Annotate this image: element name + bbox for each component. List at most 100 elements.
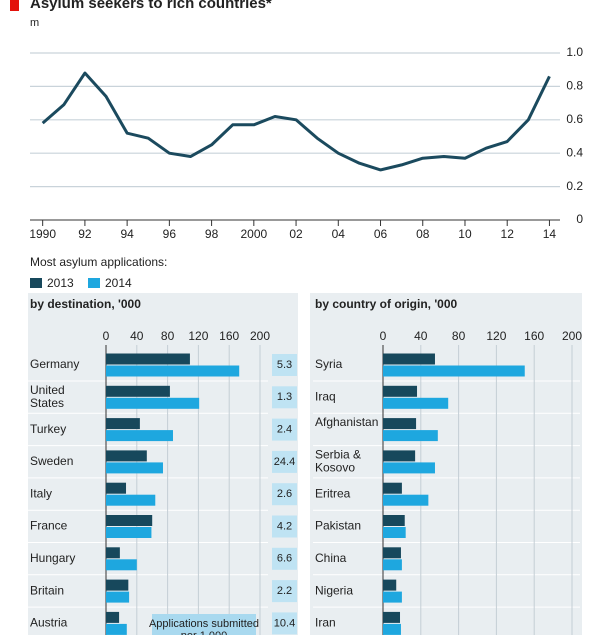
x-tick-label: 200 <box>562 329 582 343</box>
category-label: Austria <box>30 616 68 630</box>
x-tick-label: 120 <box>486 329 506 343</box>
side-value: 2.6 <box>277 488 292 500</box>
bar <box>383 482 402 494</box>
section-title: Most asylum applications: <box>30 255 167 269</box>
bar <box>106 547 120 559</box>
panel-title: by country of origin, '000 <box>315 297 458 311</box>
x-tick-label: 40 <box>414 329 428 343</box>
side-value: 10.4 <box>274 617 295 629</box>
x-tick-label: 02 <box>289 227 303 241</box>
bar <box>106 418 140 430</box>
x-tick-label: 92 <box>78 227 92 241</box>
x-tick-label: 160 <box>219 329 239 343</box>
bar <box>106 515 153 526</box>
side-label: Applications submittedper 1,000 <box>149 618 259 635</box>
bar <box>106 353 190 365</box>
legend-swatch <box>88 278 100 288</box>
category-label: Hungary <box>30 551 75 565</box>
y-tick-label: 0.6 <box>566 112 583 126</box>
bar <box>106 462 163 474</box>
category-label: Iraq <box>315 389 336 403</box>
panel <box>28 293 298 635</box>
side-box <box>272 483 297 506</box>
chart-title: Asylum seekers to rich countries* <box>30 0 272 12</box>
category-label: Nigeria <box>315 583 353 597</box>
side-value: 24.4 <box>274 456 295 468</box>
bar <box>383 527 406 538</box>
bar <box>383 611 401 623</box>
side-value: 2.4 <box>277 424 292 436</box>
bar <box>383 365 525 377</box>
category-label: China <box>315 551 347 565</box>
panel <box>310 293 582 635</box>
side-value: 5.3 <box>277 359 292 371</box>
bar <box>106 494 156 506</box>
bar <box>383 559 402 571</box>
y-tick-label: 1.0 <box>566 45 583 59</box>
bar <box>106 591 130 603</box>
bar <box>106 365 240 377</box>
data-line <box>41 71 551 172</box>
legend-label: 2014 <box>105 276 132 290</box>
bar <box>106 579 129 591</box>
category-label: Pakistan <box>315 519 361 533</box>
bar <box>106 611 120 623</box>
bar <box>383 547 401 559</box>
x-tick-label: 40 <box>130 329 144 343</box>
category-label: Eritrea <box>315 486 351 500</box>
bar <box>106 623 127 635</box>
legend-label: 2013 <box>47 276 74 290</box>
category-label: Sweden <box>30 454 73 468</box>
x-tick-label: 98 <box>205 227 219 241</box>
unit-label: m <box>30 17 39 29</box>
x-tick-label: 80 <box>452 329 466 343</box>
x-tick-label: 08 <box>416 227 430 241</box>
y-tick-label: 0.4 <box>566 145 583 159</box>
y-tick-label: 0.2 <box>566 179 583 193</box>
category-label: Britain <box>30 583 64 597</box>
bar <box>383 623 401 635</box>
x-tick-label: 14 <box>543 227 557 241</box>
category-label: Turkey <box>30 422 66 436</box>
side-box <box>272 612 297 635</box>
bar <box>383 430 438 442</box>
bar <box>383 462 435 474</box>
x-tick-label: 200 <box>250 329 270 343</box>
red-tag <box>10 0 19 11</box>
bar <box>383 353 435 365</box>
bar <box>383 450 416 462</box>
x-tick-label: 0 <box>103 329 110 343</box>
bar <box>383 418 417 430</box>
x-tick-label: 2000 <box>240 227 267 241</box>
side-box <box>272 547 297 570</box>
x-tick-label: 120 <box>188 329 208 343</box>
side-box <box>272 580 297 603</box>
side-value: 6.6 <box>277 553 292 565</box>
x-tick-label: 80 <box>161 329 175 343</box>
side-value: 4.2 <box>277 520 292 532</box>
category-label: Italy <box>30 486 52 500</box>
category-label: Germany <box>30 357 79 371</box>
bar <box>383 591 402 603</box>
bar <box>383 397 449 409</box>
side-box <box>272 418 297 441</box>
category-label: United States <box>30 383 65 410</box>
bar <box>383 579 397 591</box>
x-tick-label: 12 <box>501 227 515 241</box>
x-tick-label: 10 <box>458 227 472 241</box>
bar <box>383 494 429 506</box>
side-value: 1.3 <box>277 391 292 403</box>
panel-title: by destination, '000 <box>30 297 141 311</box>
side-box <box>272 386 297 409</box>
side-box <box>272 354 297 376</box>
x-tick-label: 04 <box>332 227 346 241</box>
category-label: Iran <box>315 616 336 630</box>
y-tick-label: 0 <box>576 212 583 226</box>
bar <box>383 385 418 397</box>
x-tick-label: 160 <box>524 329 544 343</box>
bar <box>106 450 147 462</box>
category-label: Serbia & Kosovo <box>315 448 361 475</box>
side-box <box>272 515 297 538</box>
